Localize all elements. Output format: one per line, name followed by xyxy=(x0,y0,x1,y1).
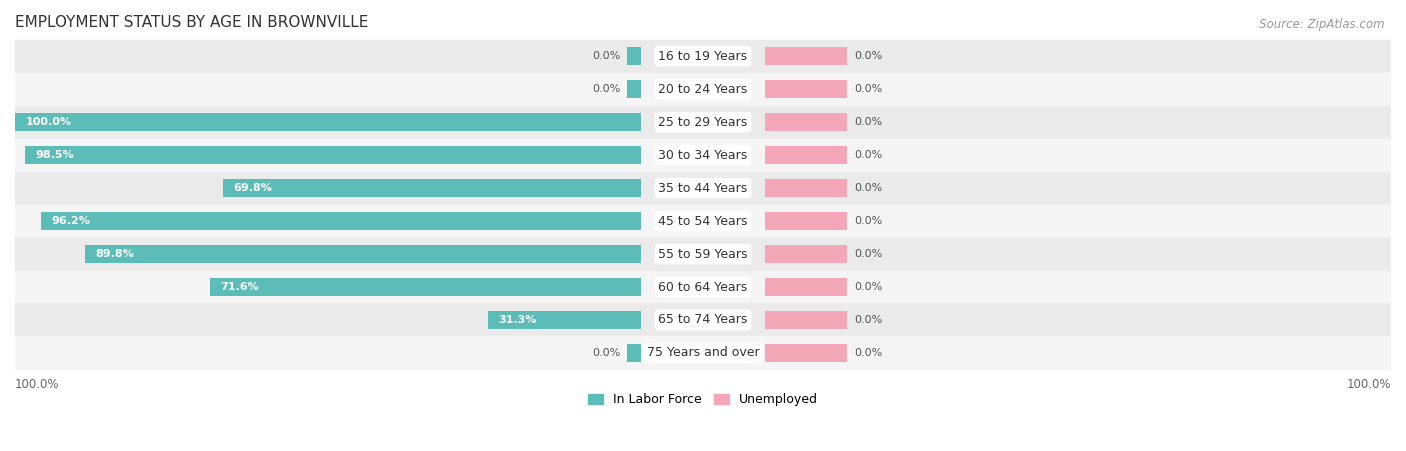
Text: 89.8%: 89.8% xyxy=(96,249,134,259)
Bar xyxy=(488,311,641,329)
Bar xyxy=(765,146,848,164)
Text: 20 to 24 Years: 20 to 24 Years xyxy=(658,83,748,96)
Bar xyxy=(15,73,1391,106)
Bar xyxy=(222,179,641,197)
Bar xyxy=(15,40,1391,73)
Text: 65 to 74 Years: 65 to 74 Years xyxy=(658,313,748,327)
Text: 0.0%: 0.0% xyxy=(855,150,883,160)
Bar xyxy=(15,271,1391,304)
Bar xyxy=(15,336,1391,369)
Text: 0.0%: 0.0% xyxy=(855,249,883,259)
Text: 31.3%: 31.3% xyxy=(498,315,536,325)
Text: 100.0%: 100.0% xyxy=(15,377,59,391)
Text: 0.0%: 0.0% xyxy=(855,117,883,127)
Text: 45 to 54 Years: 45 to 54 Years xyxy=(658,215,748,228)
Bar xyxy=(15,106,1391,138)
Bar xyxy=(765,311,848,329)
Text: 0.0%: 0.0% xyxy=(592,84,620,94)
Text: 0.0%: 0.0% xyxy=(855,315,883,325)
Text: 71.6%: 71.6% xyxy=(221,282,260,292)
Text: Source: ZipAtlas.com: Source: ZipAtlas.com xyxy=(1260,18,1385,31)
Text: 69.8%: 69.8% xyxy=(233,183,271,193)
Bar xyxy=(627,344,641,362)
Bar xyxy=(15,138,1391,172)
Bar xyxy=(627,47,641,65)
Text: 96.2%: 96.2% xyxy=(52,216,90,226)
Bar xyxy=(765,47,848,65)
Text: 0.0%: 0.0% xyxy=(855,183,883,193)
Bar xyxy=(765,113,848,131)
Bar xyxy=(15,238,1391,271)
Text: 60 to 64 Years: 60 to 64 Years xyxy=(658,281,748,294)
Bar xyxy=(627,80,641,98)
Text: 30 to 34 Years: 30 to 34 Years xyxy=(658,149,748,161)
Text: 0.0%: 0.0% xyxy=(592,51,620,61)
Text: 100.0%: 100.0% xyxy=(25,117,72,127)
Bar xyxy=(765,212,848,230)
Text: 0.0%: 0.0% xyxy=(855,216,883,226)
Bar xyxy=(15,113,641,131)
Text: 25 to 29 Years: 25 to 29 Years xyxy=(658,115,748,129)
Bar xyxy=(765,344,848,362)
Text: 75 Years and over: 75 Years and over xyxy=(647,346,759,359)
Bar xyxy=(765,278,848,296)
Bar xyxy=(211,278,641,296)
Bar xyxy=(86,245,641,263)
Text: 98.5%: 98.5% xyxy=(35,150,75,160)
Bar xyxy=(41,212,641,230)
Text: 35 to 44 Years: 35 to 44 Years xyxy=(658,182,748,195)
Legend: In Labor Force, Unemployed: In Labor Force, Unemployed xyxy=(583,388,823,411)
Bar xyxy=(15,304,1391,336)
Bar xyxy=(15,205,1391,238)
Text: 100.0%: 100.0% xyxy=(1347,377,1391,391)
Text: EMPLOYMENT STATUS BY AGE IN BROWNVILLE: EMPLOYMENT STATUS BY AGE IN BROWNVILLE xyxy=(15,15,368,30)
Bar xyxy=(765,80,848,98)
Bar xyxy=(15,172,1391,205)
Bar xyxy=(765,179,848,197)
Text: 0.0%: 0.0% xyxy=(855,84,883,94)
Text: 0.0%: 0.0% xyxy=(855,348,883,358)
Text: 16 to 19 Years: 16 to 19 Years xyxy=(658,50,748,63)
Text: 0.0%: 0.0% xyxy=(855,51,883,61)
Text: 0.0%: 0.0% xyxy=(592,348,620,358)
Bar xyxy=(25,146,641,164)
Text: 55 to 59 Years: 55 to 59 Years xyxy=(658,248,748,261)
Bar xyxy=(765,245,848,263)
Text: 0.0%: 0.0% xyxy=(855,282,883,292)
